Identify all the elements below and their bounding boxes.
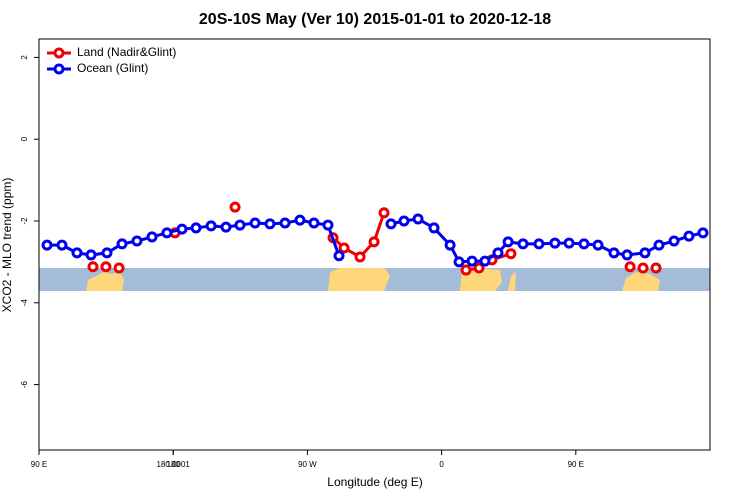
x-tick-label: 90 W: [298, 460, 317, 469]
data-point: [505, 248, 517, 260]
chart-title: 20S-10S May (Ver 10) 2015-01-01 to 2020-…: [199, 11, 551, 28]
data-point: [220, 221, 232, 233]
data-point: [473, 262, 485, 274]
data-point: [549, 237, 561, 249]
data-point: [338, 242, 350, 254]
data-point: [466, 255, 478, 267]
data-point: [650, 262, 662, 274]
data-point: [683, 230, 695, 242]
data-point: [85, 249, 97, 261]
data-point: [653, 239, 665, 251]
data-point: [71, 247, 83, 259]
data-point: [385, 218, 397, 230]
data-point: [637, 262, 649, 274]
data-point: [668, 235, 680, 247]
data-point: [41, 239, 53, 251]
data-point: [378, 207, 390, 219]
y-tick-label: -4: [20, 299, 29, 307]
data-point: [578, 238, 590, 250]
land-shapes: [86, 268, 660, 291]
data-point: [453, 256, 465, 268]
data-point: [279, 217, 291, 229]
y-tick-label: 2: [20, 55, 29, 60]
x-axis-label: Longitude (deg E): [327, 475, 422, 489]
y-tick-label: -2: [20, 217, 29, 225]
data-point: [190, 222, 202, 234]
data-point: [308, 217, 320, 229]
data-point: [176, 223, 188, 235]
data-point: [87, 261, 99, 273]
data-point: [205, 220, 217, 232]
data-point: [592, 239, 604, 251]
data-point: [492, 247, 504, 259]
data-point: [264, 218, 276, 230]
data-point: [322, 219, 334, 231]
data-point: [101, 247, 113, 259]
data-point: [563, 237, 575, 249]
data-point: [428, 222, 440, 234]
x-tick-label: 180: [167, 460, 181, 469]
x-tick-label: 90 E: [31, 460, 47, 469]
data-point: [131, 235, 143, 247]
x-tick-label: 90 E: [568, 460, 584, 469]
data-point: [697, 227, 709, 239]
data-point: [161, 227, 173, 239]
data-point: [460, 264, 472, 276]
data-point: [113, 262, 125, 274]
data-point: [533, 238, 545, 250]
data-point: [333, 250, 345, 262]
data-point: [249, 217, 261, 229]
data-point: [234, 219, 246, 231]
data-point: [412, 213, 424, 225]
data-point: [608, 247, 620, 259]
plot-frame: [38, 38, 711, 451]
y-axis-label: XCO2 - MLO trend (ppm): [0, 178, 14, 313]
data-point: [100, 261, 112, 273]
data-point: [229, 201, 241, 213]
data-point: [398, 215, 410, 227]
x-tick-label: 0: [439, 460, 444, 469]
legend-marker: [53, 47, 65, 59]
data-point: [146, 231, 158, 243]
data-point: [479, 255, 491, 267]
data-point: [639, 247, 651, 259]
legend-marker: [53, 63, 65, 75]
data-point: [56, 239, 68, 251]
data-point: [444, 239, 456, 251]
data-point: [517, 238, 529, 250]
data-point: [354, 251, 366, 263]
data-point: [116, 238, 128, 250]
data-point: [294, 214, 306, 226]
y-tick-label: -6: [20, 380, 29, 388]
data-point: [368, 236, 380, 248]
y-tick-label: 0: [20, 136, 29, 141]
legend-label: Ocean (Glint): [77, 61, 148, 75]
data-point: [624, 261, 636, 273]
data-point: [502, 236, 514, 248]
data-point: [621, 249, 633, 261]
legend-label: Land (Nadir&Glint): [77, 45, 176, 59]
x-tick-label: 180.0001: [157, 460, 191, 469]
